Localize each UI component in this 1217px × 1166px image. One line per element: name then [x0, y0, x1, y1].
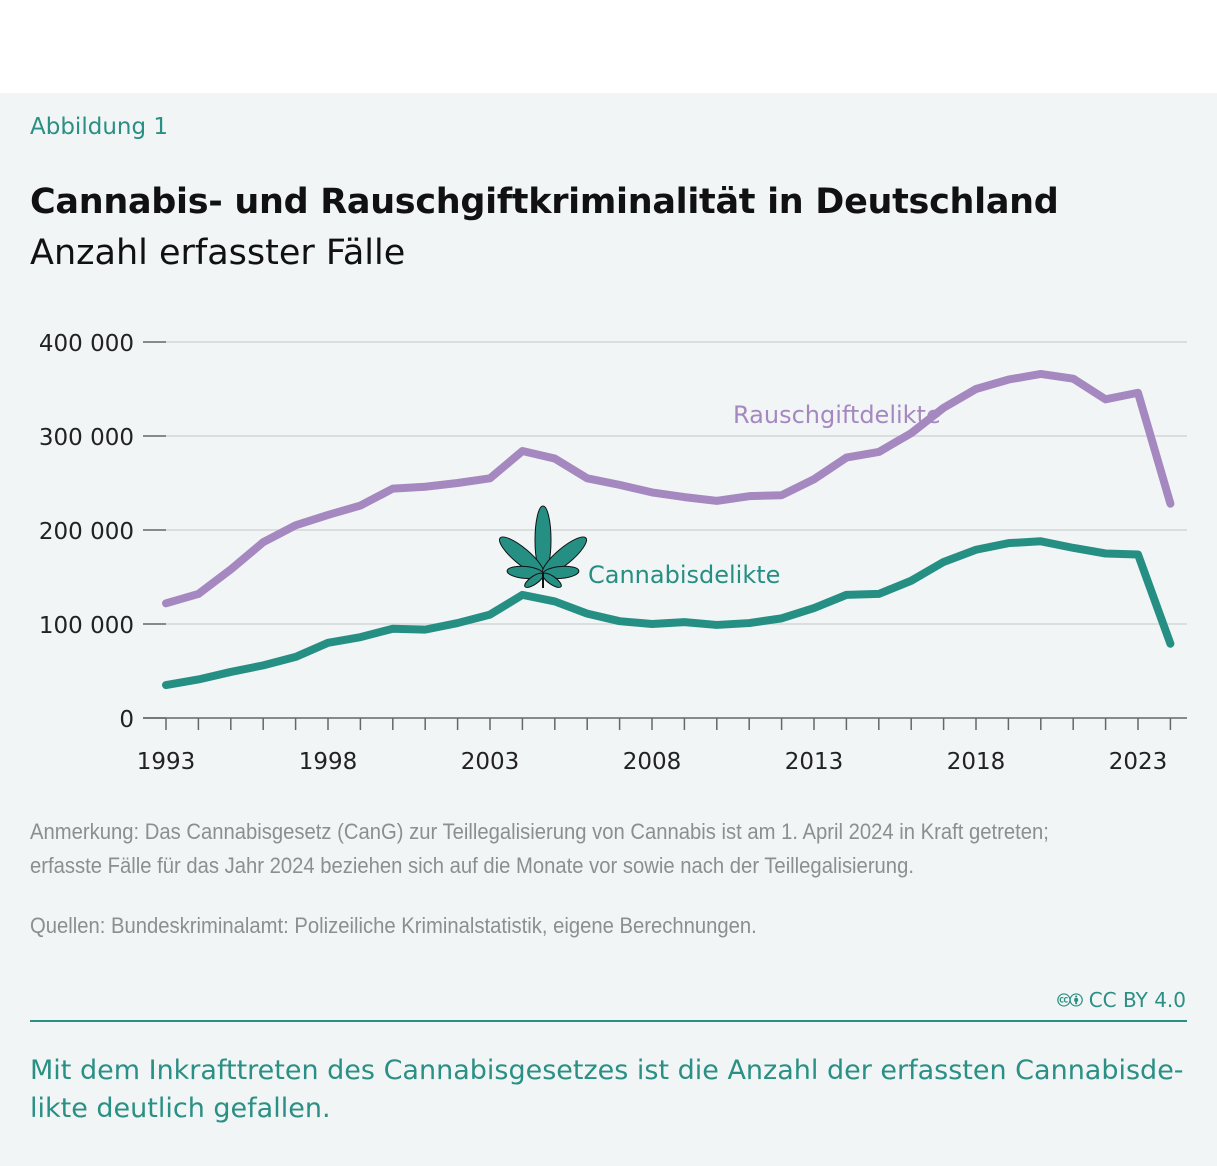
y-tick-label: 300 000	[39, 425, 134, 451]
divider	[30, 1020, 1187, 1022]
series-line-cannabis	[162, 537, 1175, 690]
figure-panel	[0, 93, 1217, 1166]
note-line-1: Anmerkung: Das Cannabisgesetz (CanG) zur…	[30, 819, 1049, 844]
x-tick-label: 2018	[947, 749, 1006, 775]
caption: Mit dem Inkrafttreten des Cannabisgesetz…	[30, 1055, 1184, 1124]
x-tick-label: 1998	[299, 749, 358, 775]
y-tick-label: 200 000	[39, 519, 134, 545]
figure-label: Abbildung 1	[30, 114, 169, 140]
chart-subtitle: Anzahl erfasster Fälle	[30, 233, 406, 273]
chart-title: Cannabis- und Rauschgiftkriminalität in …	[30, 182, 1059, 222]
x-tick-label: 1993	[137, 749, 196, 775]
cc-icon: 🅭🅯	[1057, 988, 1089, 1012]
source-note: Quellen: Bundeskriminalamt: Polizeiliche…	[30, 913, 757, 938]
x-tick-label: 2023	[1109, 749, 1168, 775]
x-tick-label: 2008	[623, 749, 682, 775]
license: 🅭🅯 CC BY 4.0	[1058, 988, 1186, 1014]
x-tick-label: 2003	[461, 749, 520, 775]
y-tick-label: 100 000	[39, 613, 134, 639]
y-tick-label: 400 000	[39, 331, 134, 357]
line-chart: 0 100 000 200 000 300 000 400 000 1993 1998 200…	[39, 331, 1187, 775]
series-line-rauschgift	[162, 369, 1175, 608]
note-line-2: erfasste Fälle für das Jahr 2024 beziehe…	[30, 853, 914, 878]
y-tick-label: 0	[119, 707, 134, 733]
license-text: CC BY 4.0	[1088, 988, 1186, 1012]
cannabis-leaf-icon	[498, 505, 588, 588]
series-label-cannabis: Cannabisdelikte	[588, 561, 780, 589]
series-label-rauschgift: Rauschgiftdelikte	[733, 401, 941, 429]
x-tick-label: 2013	[785, 749, 844, 775]
